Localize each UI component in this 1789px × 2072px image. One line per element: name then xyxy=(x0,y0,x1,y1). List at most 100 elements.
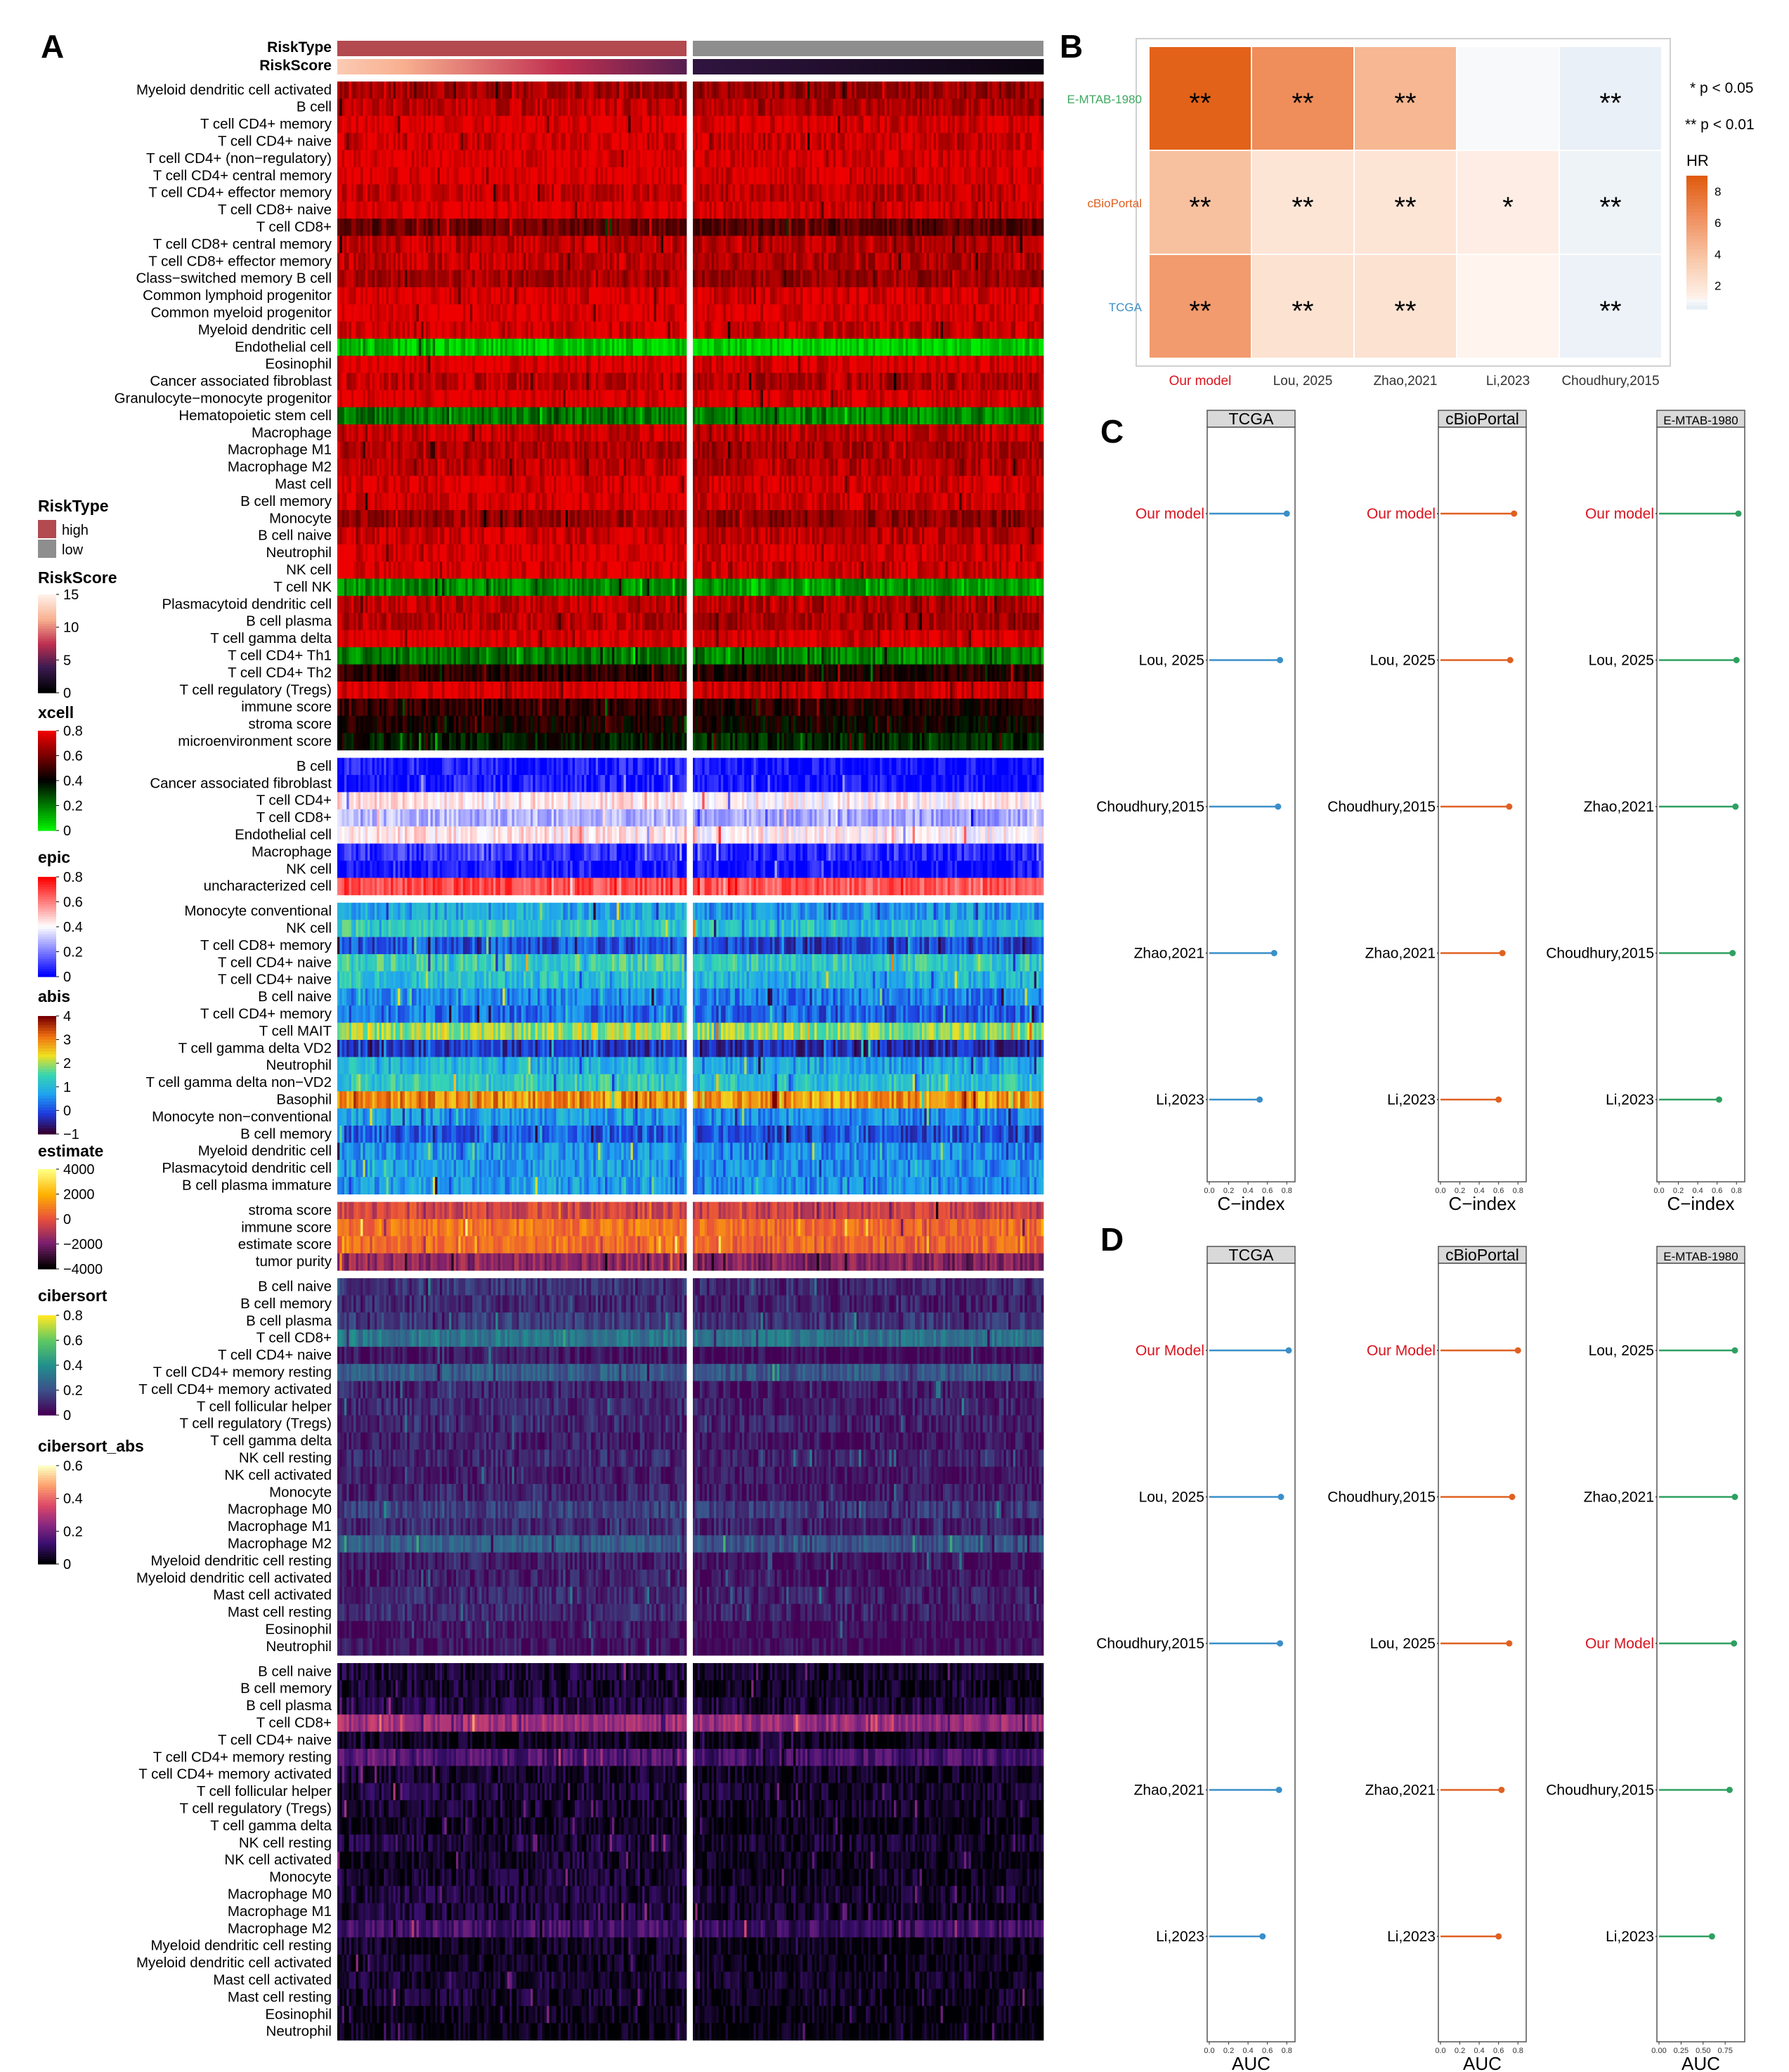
heat-cell-xcell xyxy=(528,253,531,271)
heat-cell-xcell xyxy=(668,219,671,236)
heat-cell-xcell xyxy=(695,167,698,185)
heat-cell-xcell xyxy=(558,133,561,150)
heat-cell-xcell xyxy=(483,184,487,202)
heat-cell-xcell xyxy=(656,321,659,339)
heat-cell-xcell xyxy=(351,201,354,219)
heat-cell-xcell xyxy=(998,270,1002,288)
heat-cell-xcell xyxy=(849,133,852,150)
heat-cell-xcell xyxy=(975,270,979,288)
heat-cell-xcell xyxy=(856,253,859,271)
heat-cell-xcell xyxy=(554,201,557,219)
heat-cell-xcell xyxy=(924,270,928,288)
heat-cell-xcell xyxy=(677,184,680,202)
heat-cell-xcell xyxy=(600,167,604,185)
heat-cell-xcell xyxy=(377,304,380,322)
heat-cell-xcell xyxy=(697,150,701,168)
heat-cell-xcell xyxy=(533,98,536,117)
heat-cell-xcell xyxy=(537,287,540,305)
heat-cell-xcell xyxy=(497,253,501,271)
heat-cell-xcell xyxy=(444,270,448,288)
heat-cell-xcell xyxy=(416,287,419,305)
heat-cell-xcell xyxy=(945,133,949,150)
heat-cell-xcell xyxy=(381,133,384,150)
heat-cell-xcell xyxy=(849,253,852,271)
heat-cell-xcell xyxy=(561,304,564,322)
heat-cell-xcell xyxy=(677,321,680,339)
heat-cell-xcell xyxy=(565,270,568,288)
heat-cell-xcell xyxy=(679,167,682,185)
heat-cell-xcell xyxy=(516,321,519,339)
heat-cell-xcell xyxy=(358,235,361,254)
heat-cell-xcell xyxy=(713,339,717,356)
heat-cell-xcell xyxy=(533,270,536,288)
heat-cell-xcell xyxy=(826,150,829,168)
riskscore-cell xyxy=(842,59,845,74)
heat-cell-xcell xyxy=(344,339,347,356)
heat-cell-xcell xyxy=(873,150,876,168)
heat-cell-xcell xyxy=(642,253,645,271)
heat-cell-xcell xyxy=(817,321,820,339)
heat-cell-xcell xyxy=(873,82,876,99)
heat-cell-xcell xyxy=(346,133,349,150)
panel-label-c: C xyxy=(1100,413,1124,450)
heat-cell-xcell xyxy=(961,201,965,219)
heat-cell-xcell xyxy=(924,287,928,305)
heat-cell-xcell xyxy=(455,235,459,254)
heat-cell-xcell xyxy=(817,184,820,202)
heat-cell-xcell xyxy=(407,184,410,202)
heat-cell-xcell xyxy=(430,133,434,150)
heat-cell-xcell xyxy=(915,184,918,202)
heat-cell-xcell xyxy=(514,115,517,133)
heat-cell-xcell xyxy=(800,304,803,322)
heat-cell-xcell xyxy=(725,82,729,99)
heat-cell-xcell xyxy=(474,133,478,150)
heat-cell-xcell xyxy=(549,235,552,254)
heat-cell-xcell xyxy=(611,201,615,219)
heat-cell-xcell xyxy=(365,167,368,185)
heat-cell-xcell xyxy=(699,184,703,202)
heat-cell-xcell xyxy=(547,184,549,202)
heat-cell-xcell xyxy=(924,304,928,322)
heat-cell-xcell xyxy=(521,253,524,271)
heat-cell-xcell xyxy=(1034,235,1037,254)
heat-cell-xcell xyxy=(933,167,937,185)
heat-cell-xcell xyxy=(737,235,740,254)
riskscore-cell xyxy=(942,59,946,74)
heat-cell-xcell xyxy=(725,270,729,288)
heat-cell-xcell xyxy=(915,235,918,254)
heat-cell-xcell xyxy=(693,270,696,288)
heat-cell-xcell xyxy=(595,184,599,202)
heat-cell-xcell xyxy=(725,98,729,117)
heat-cell-xcell xyxy=(781,82,785,99)
heat-cell-xcell xyxy=(998,287,1002,305)
heat-cell-xcell xyxy=(514,167,517,185)
heat-cell-xcell xyxy=(991,82,995,99)
heat-cell-xcell xyxy=(630,82,634,99)
heat-cell-xcell xyxy=(980,253,983,271)
heat-cell-xcell xyxy=(922,287,925,305)
heat-cell-xcell xyxy=(363,235,366,254)
heat-cell-xcell xyxy=(824,184,827,202)
heat-cell-xcell xyxy=(723,253,726,271)
heat-cell-xcell xyxy=(453,253,457,271)
heat-cell-xcell xyxy=(341,184,345,202)
heat-cell-xcell xyxy=(600,304,604,322)
heat-cell-xcell xyxy=(386,201,389,219)
heat-cell-xcell xyxy=(535,235,538,254)
heat-cell-xcell xyxy=(437,253,441,271)
heat-cell-xcell xyxy=(381,287,384,305)
heat-cell-xcell xyxy=(621,287,624,305)
heat-cell-xcell xyxy=(919,219,923,236)
heat-cell-xcell xyxy=(760,82,764,99)
heat-cell-xcell xyxy=(970,150,974,168)
heat-cell-xcell xyxy=(600,133,604,150)
riskscore-cell xyxy=(693,59,696,74)
heat-cell-xcell xyxy=(505,98,508,117)
heat-cell-xcell xyxy=(609,115,613,133)
heat-cell-xcell xyxy=(1034,321,1037,339)
heat-cell-xcell xyxy=(416,82,419,99)
heat-cell-xcell xyxy=(998,235,1002,254)
heat-cell-xcell xyxy=(639,201,643,219)
heat-cell-xcell xyxy=(425,133,429,150)
